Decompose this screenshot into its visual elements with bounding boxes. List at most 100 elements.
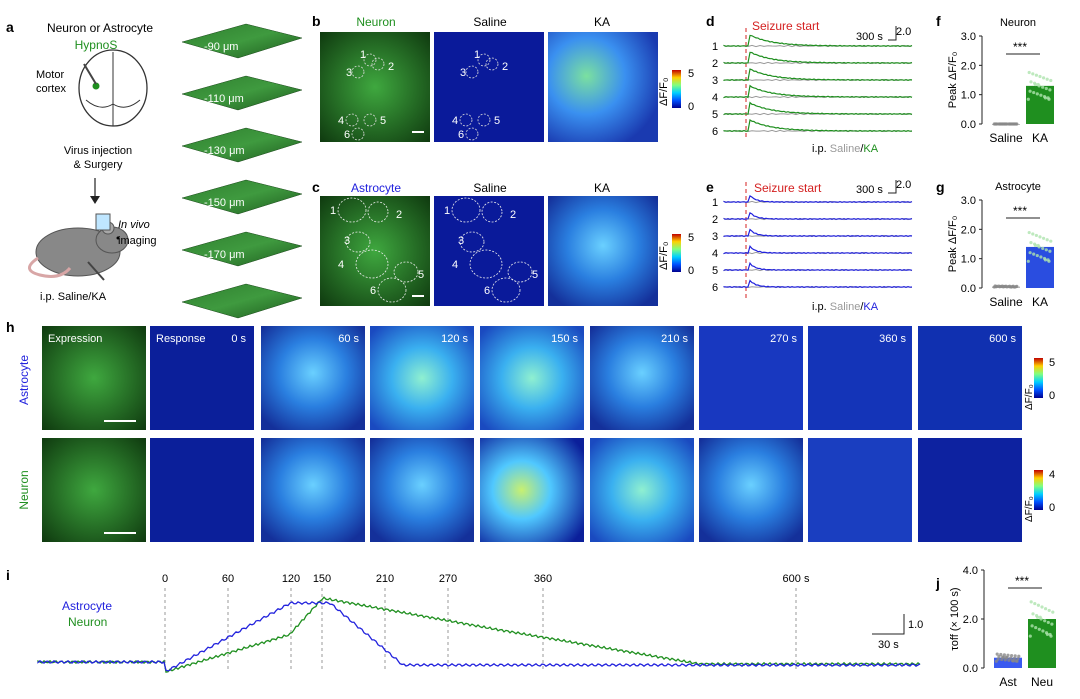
roi-circle: [465, 127, 479, 141]
data-point: [1002, 653, 1007, 657]
data-point: [999, 122, 1004, 126]
roi-outline: [377, 277, 407, 303]
ka-trace: [723, 261, 913, 272]
roi-outline: [459, 231, 485, 253]
panel-label-e: e: [706, 179, 714, 195]
series-line-neuron: [37, 596, 921, 673]
data-point: [1039, 617, 1043, 621]
ka-title: KA: [594, 15, 610, 29]
data-point: [1048, 88, 1052, 92]
time-marker-label: 120: [282, 573, 300, 585]
data-point: [1003, 284, 1007, 289]
scale-bar: [888, 26, 897, 41]
category-label: Neu: [1031, 675, 1053, 689]
neuron-frame: [590, 438, 694, 542]
data-point: [1049, 78, 1053, 83]
neuron-ka-image: [548, 32, 658, 142]
ka-trace: [723, 101, 913, 116]
roi-label: 2: [510, 209, 516, 221]
imaging-layer: [181, 23, 303, 59]
roi-label: 2: [388, 61, 394, 73]
astrocyte-frame: [370, 326, 474, 430]
saline-title: Saline: [473, 181, 507, 195]
category-label: Ast: [999, 675, 1017, 689]
data-point: [1030, 624, 1034, 628]
y-tick-label: 3.0: [961, 195, 976, 207]
ka-trace: [723, 68, 913, 82]
significance-label: ***: [1015, 574, 1029, 588]
data-point: [1047, 608, 1051, 613]
cbar-label: ΔF/F₀: [658, 242, 670, 270]
cbar-min: 0: [688, 265, 694, 277]
imaging-layer: [181, 179, 303, 215]
cbar-max: 5: [688, 68, 694, 80]
panel-i: i Astrocyte Neuron 0 60 120 150 210 270 360 600…: [6, 567, 923, 673]
y-axis-label: Peak ΔF/F₀: [947, 216, 959, 273]
trace-row-label: 2: [712, 58, 718, 70]
astrocyte-frame: [42, 326, 146, 430]
roi-label: 5: [494, 115, 500, 127]
data-point: [995, 652, 999, 656]
cbar-label: ΔF/F₀: [1024, 384, 1035, 410]
colorbar: [1034, 470, 1043, 510]
time-marker-label: 0: [162, 573, 168, 585]
data-point: [1028, 89, 1032, 93]
data-point: [1037, 245, 1041, 249]
data-point: [1003, 658, 1007, 662]
data-point: [1031, 612, 1035, 616]
roi-outline: [507, 261, 533, 283]
roi-label: 1: [360, 49, 366, 61]
y-tick-label: 1.0: [961, 90, 976, 102]
scale-y-label: 2.0: [896, 179, 911, 191]
mouse-brain-icon: [78, 49, 148, 127]
depth-label: -150 μm: [204, 197, 245, 209]
ka-trace: [723, 195, 913, 204]
trace-row-label: 6: [712, 126, 718, 138]
neuron-frame: [42, 438, 146, 542]
neuron-frame: [699, 438, 803, 542]
data-point: [1005, 656, 1009, 660]
data-point: [1034, 625, 1038, 630]
data-point: [1048, 249, 1052, 253]
significance-label: ***: [1013, 40, 1027, 54]
imaging-stack: -90 μm -110 μm -130 μm -150 μm -170 μm: [181, 23, 303, 319]
frame-time: 150 s: [551, 333, 578, 345]
data-point: [1026, 259, 1030, 263]
data-point: [1042, 236, 1046, 240]
motor-label-line1: Motor: [36, 69, 64, 81]
data-point: [1051, 610, 1055, 614]
scale-bar: [104, 420, 136, 422]
trace-legend: i.p. Saline/KA: [812, 301, 879, 313]
data-point: [1011, 659, 1016, 663]
panel-h: h Astrocyte Neuron Expression Response 0 s…: [6, 319, 1055, 542]
data-point: [1038, 235, 1042, 239]
panel-label-i: i: [6, 567, 10, 583]
ka-trace: [723, 228, 913, 238]
data-point: [1034, 233, 1038, 238]
data-point: [1040, 605, 1044, 609]
roi-label: 1: [330, 205, 336, 217]
depth-label: -90 μm: [204, 41, 238, 53]
data-point: [1007, 284, 1011, 289]
data-point: [1037, 84, 1041, 88]
trace-row-label: 6: [712, 282, 718, 294]
panel-label-c: c: [312, 179, 320, 195]
row-label-neuron: Neuron: [17, 470, 31, 509]
roi-circle: [351, 127, 365, 141]
data-point: [1039, 255, 1043, 259]
data-point: [1028, 634, 1032, 638]
trace-row-label: 1: [712, 41, 718, 53]
roi-label: 3: [460, 67, 466, 79]
y-tick-label: 0.0: [961, 119, 976, 131]
data-point: [1028, 251, 1032, 255]
frame-time: 120 s: [441, 333, 468, 345]
data-point: [1027, 70, 1031, 75]
data-point: [993, 122, 997, 126]
scale-bar: [412, 131, 424, 133]
data-point: [1031, 72, 1035, 76]
ka-trace: [723, 279, 913, 289]
data-point: [1009, 656, 1013, 660]
chart-title: Neuron: [1000, 17, 1036, 29]
